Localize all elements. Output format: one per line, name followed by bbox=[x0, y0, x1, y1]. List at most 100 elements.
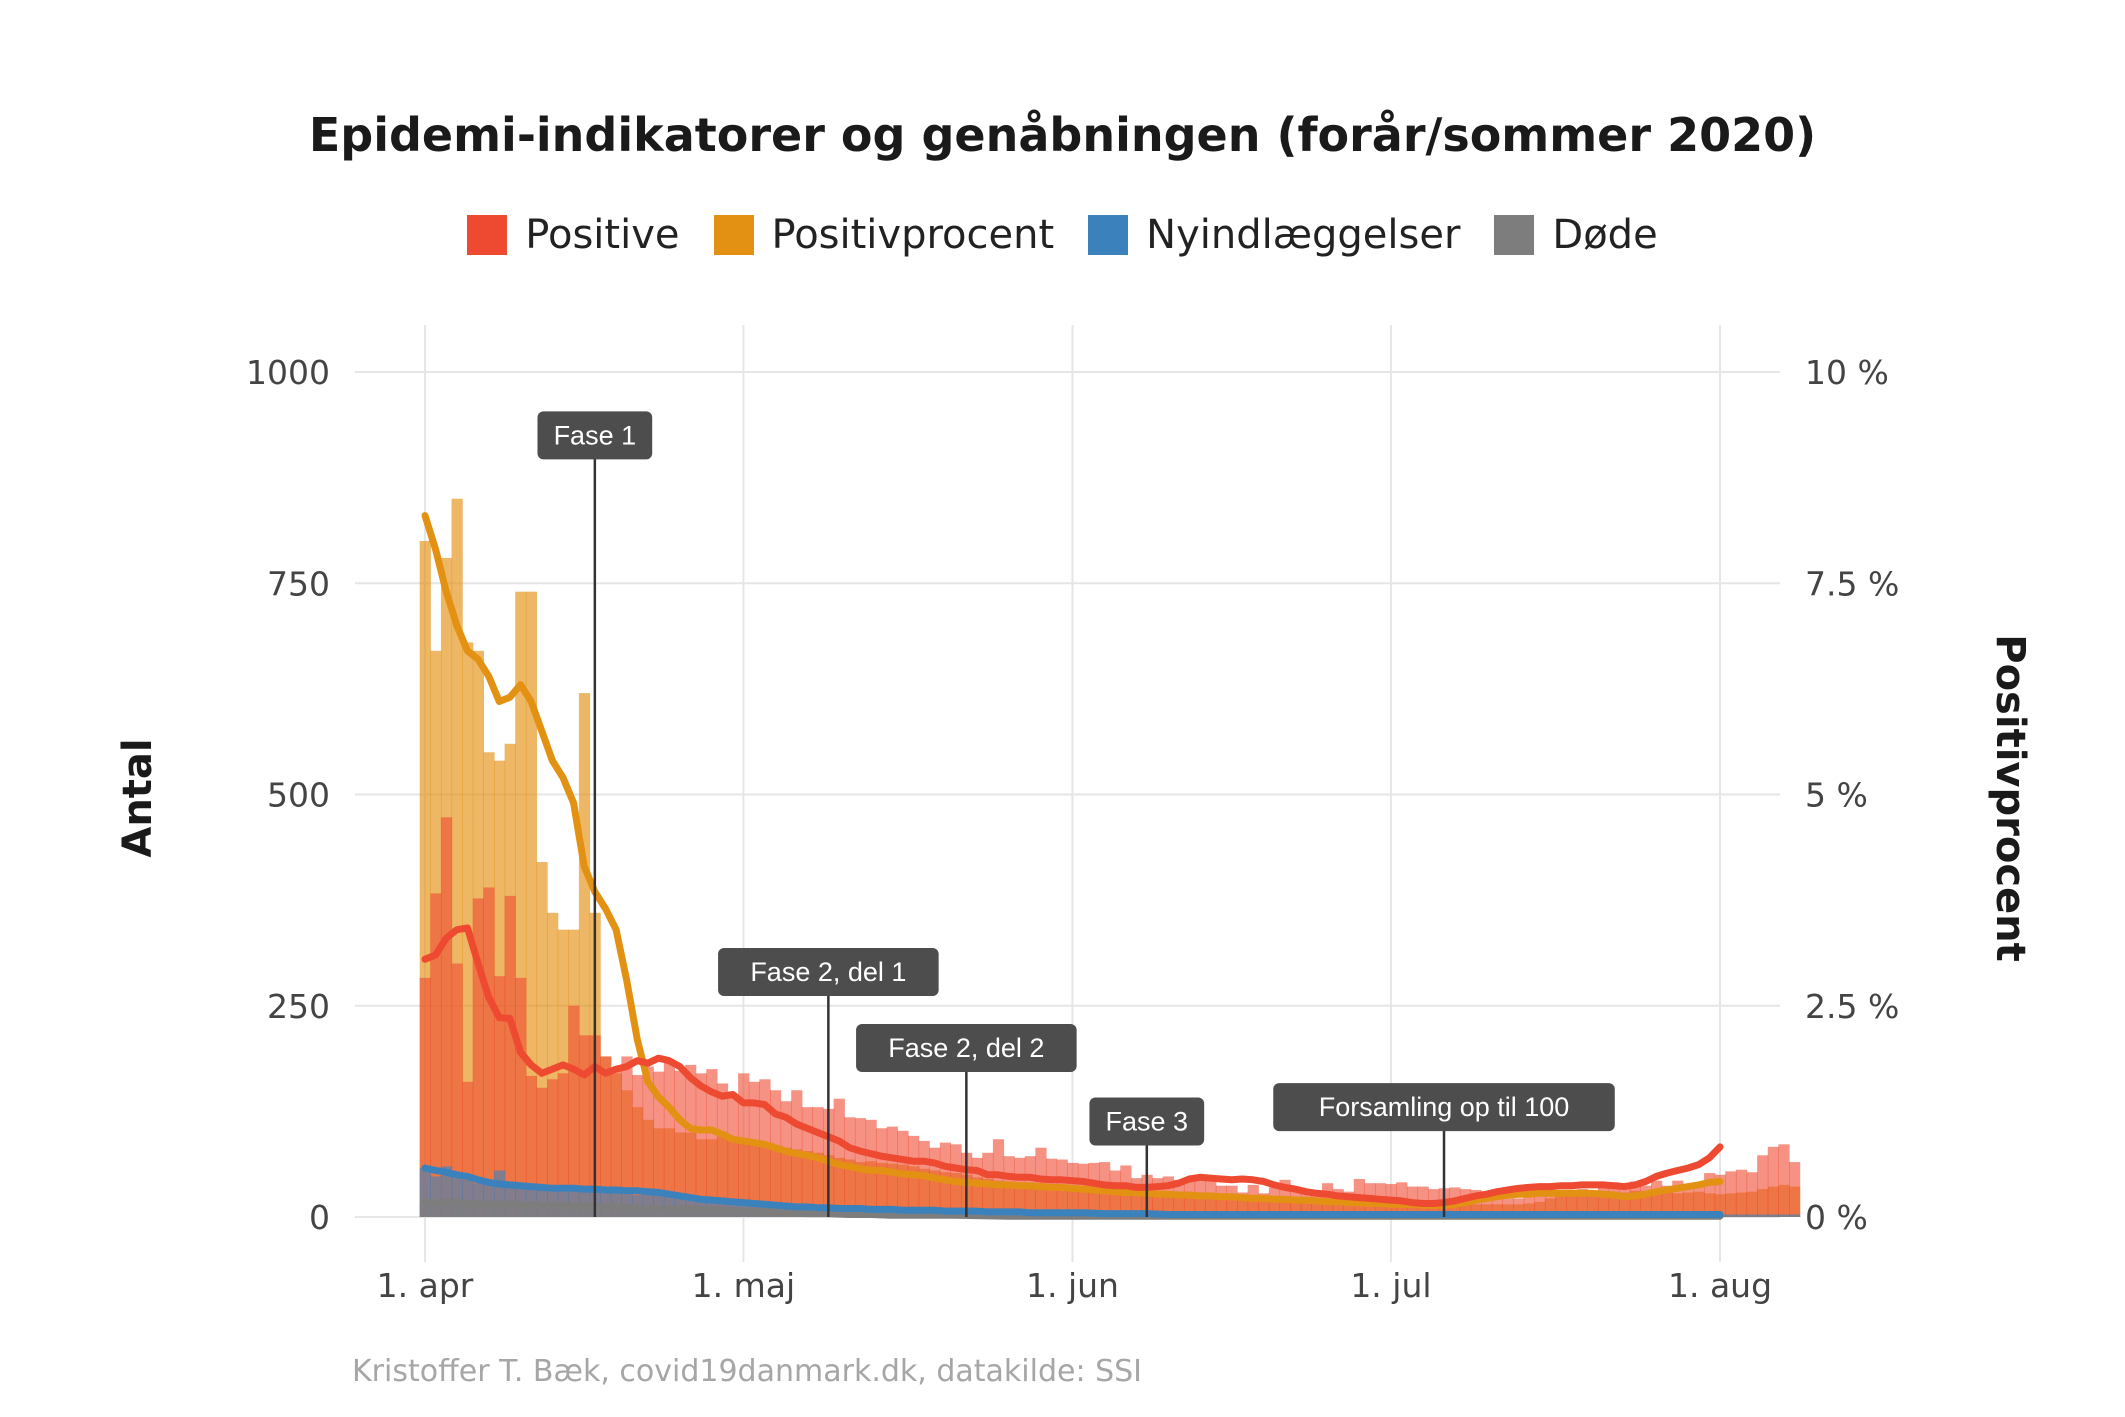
positive-bar bbox=[769, 1090, 782, 1217]
legend-item-nyindlaeggelser: Nyindlæggelser bbox=[1088, 212, 1460, 258]
y-axis-left: 0 250 500 750 1000 bbox=[246, 353, 330, 1237]
positive-bar bbox=[1725, 1171, 1737, 1217]
positive-bar bbox=[1682, 1185, 1695, 1217]
positive-bar bbox=[1215, 1185, 1228, 1217]
legend: Positive Positivprocent Nyindlæggelser D… bbox=[0, 212, 2125, 258]
doede-bar bbox=[1778, 1216, 1790, 1217]
positive-bar bbox=[1597, 1184, 1610, 1217]
positive-bar bbox=[1767, 1146, 1779, 1217]
positivprocent-line bbox=[421, 512, 1724, 1209]
nyindlaeggelser-bar bbox=[1757, 1214, 1769, 1217]
legend-label-doede: Døde bbox=[1552, 212, 1658, 258]
chart-title: Epidemi-indikatorer og genåbningen (forå… bbox=[308, 108, 1817, 162]
positive-bar bbox=[578, 1035, 591, 1217]
doede-bar bbox=[568, 1204, 580, 1217]
legend-swatch-positivprocent bbox=[713, 215, 754, 255]
positivprocent-bar bbox=[547, 912, 559, 1217]
doede-bar bbox=[1757, 1216, 1769, 1217]
positive-bar bbox=[610, 1070, 622, 1217]
legend-label-positive: Positive bbox=[525, 212, 680, 258]
positive-bar bbox=[1672, 1180, 1684, 1217]
positive-bar bbox=[430, 893, 442, 1217]
positive-bar bbox=[1523, 1194, 1535, 1217]
x-tick-label: 1. maj bbox=[692, 1266, 796, 1305]
annotation-label: Fase 2, del 2 bbox=[888, 1033, 1044, 1063]
positive-bar bbox=[621, 1056, 633, 1217]
doede-bar bbox=[483, 1200, 495, 1217]
doede-bar bbox=[1767, 1216, 1779, 1217]
positive-bar bbox=[1513, 1198, 1525, 1217]
doede-bar bbox=[1788, 1216, 1801, 1217]
positive-bar bbox=[1481, 1192, 1493, 1217]
positive-bar bbox=[727, 1094, 739, 1217]
positive-bar bbox=[1555, 1193, 1567, 1217]
legend-item-positivprocent: Positivprocent bbox=[713, 212, 1054, 258]
nyindlaeggelser-bar bbox=[451, 1173, 463, 1217]
positive-bar bbox=[833, 1098, 845, 1217]
positive-bar bbox=[685, 1064, 697, 1217]
annotation-box bbox=[718, 947, 939, 996]
annotation-label: Fase 2, del 1 bbox=[750, 957, 906, 987]
y-left-tick-label: 500 bbox=[267, 776, 330, 815]
caption: Kristoffer T. Bæk, covid19danmark.dk, da… bbox=[352, 1354, 1143, 1389]
positive-bar bbox=[748, 1081, 760, 1217]
y-left-tick-label: 250 bbox=[267, 987, 330, 1026]
positive-bar bbox=[971, 1157, 983, 1217]
doede-bar bbox=[631, 1207, 644, 1217]
legend-label-nyindlaeggelser: Nyindlæggelser bbox=[1146, 212, 1461, 258]
y-left-tick-label: 750 bbox=[267, 564, 330, 603]
doede-bar bbox=[515, 1201, 527, 1217]
y-right-tick-label: 0 % bbox=[1805, 1198, 1868, 1237]
doede-bar bbox=[727, 1211, 739, 1217]
positive-bar bbox=[451, 963, 463, 1217]
positivprocent-bar bbox=[451, 498, 463, 1217]
doede-bar bbox=[621, 1206, 633, 1217]
positive-bar bbox=[1130, 1178, 1143, 1217]
positive-bar bbox=[801, 1107, 814, 1217]
annotation-box bbox=[856, 1024, 1077, 1072]
x-tick-label: 1. apr bbox=[377, 1266, 474, 1305]
positive-bar bbox=[1566, 1189, 1578, 1217]
y-right-tick-label: 7.5 % bbox=[1805, 564, 1899, 603]
positive-bar bbox=[706, 1069, 718, 1217]
y-right-tick-label: 5 % bbox=[1805, 776, 1868, 815]
annotation-box bbox=[1273, 1083, 1615, 1132]
positive-bar bbox=[812, 1107, 824, 1217]
doede-bar bbox=[547, 1203, 559, 1217]
positive-bar bbox=[1576, 1189, 1588, 1217]
positive-bar bbox=[642, 1066, 654, 1217]
annotation-label: Fase 3 bbox=[1106, 1107, 1189, 1137]
y-axis-left-label: Antal bbox=[115, 738, 161, 858]
nyindlaeggelser-bar bbox=[1735, 1214, 1748, 1217]
positive-bar bbox=[759, 1079, 771, 1217]
doede-bar bbox=[451, 1198, 463, 1217]
positive-bar bbox=[1714, 1174, 1726, 1217]
positive-bar bbox=[1237, 1192, 1249, 1217]
doede-bar bbox=[1735, 1216, 1748, 1217]
y-left-tick-label: 0 bbox=[309, 1198, 330, 1237]
positive-bar bbox=[1587, 1192, 1599, 1217]
positive-bars bbox=[419, 817, 1801, 1217]
positive-bar bbox=[1735, 1169, 1748, 1217]
doede-bar bbox=[440, 1198, 453, 1217]
y-right-tick-label: 2.5 % bbox=[1805, 987, 1899, 1026]
doede-bar bbox=[462, 1200, 474, 1217]
y-right-tick-label: 10 % bbox=[1805, 353, 1889, 392]
positive-bar bbox=[1788, 1162, 1801, 1217]
positive-bar bbox=[600, 1056, 612, 1217]
positive-bar bbox=[1640, 1185, 1652, 1217]
positive-bar bbox=[653, 1071, 665, 1217]
positive-bar bbox=[1226, 1185, 1238, 1217]
doede-bar bbox=[557, 1203, 569, 1217]
annotation-1: Fase 2, del 1 bbox=[718, 947, 939, 1217]
nyindlaeggelser-bar bbox=[430, 1176, 442, 1217]
annotation-0: Fase 1 bbox=[537, 411, 653, 1217]
legend-swatch-positive bbox=[467, 215, 508, 255]
positive-bar bbox=[1693, 1183, 1705, 1217]
positive-bar bbox=[472, 898, 484, 1217]
positive-bar bbox=[674, 1070, 686, 1217]
doede-bar bbox=[493, 1200, 506, 1217]
positivprocent-bar bbox=[419, 541, 431, 1217]
y-axis-right-label: Positivprocent bbox=[1987, 634, 2033, 962]
positive-bar bbox=[631, 1075, 644, 1217]
